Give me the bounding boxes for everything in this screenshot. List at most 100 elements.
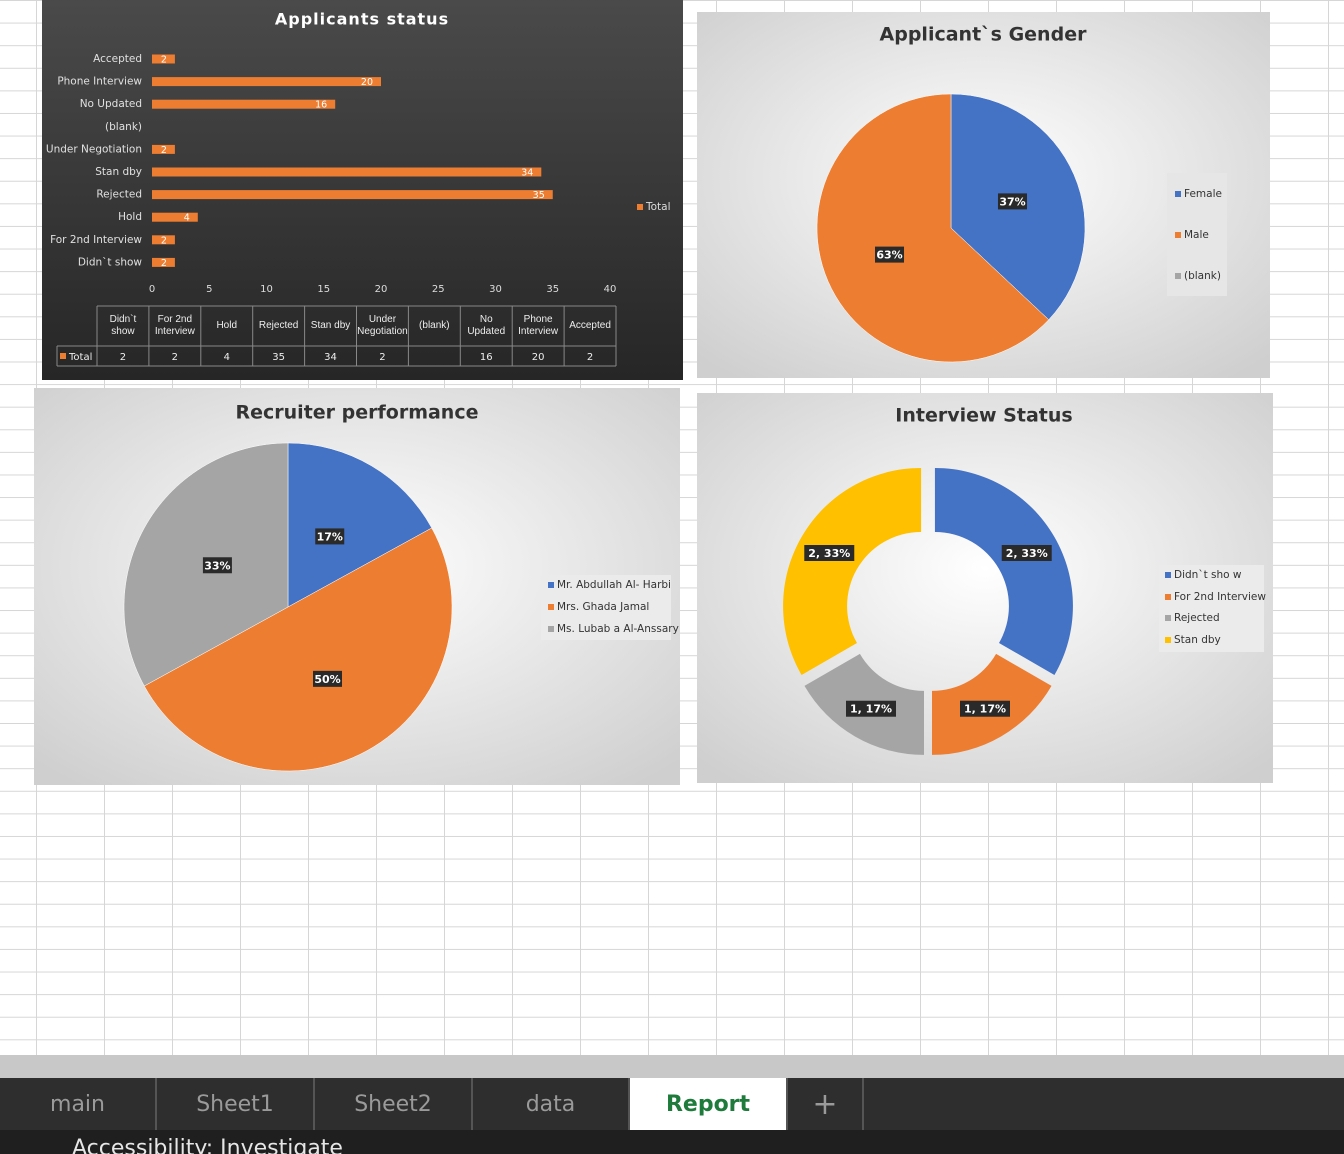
sheet-tab[interactable]: Report — [630, 1078, 788, 1130]
table-cell: 2 — [120, 352, 126, 363]
data-label: 2 — [161, 145, 167, 156]
legend-box — [541, 575, 671, 640]
table-header-text: (blank) — [419, 320, 450, 331]
x-tick-label: 0 — [149, 284, 155, 295]
data-label: 1, 17% — [964, 703, 1006, 716]
pie-slice — [287, 442, 433, 608]
bar — [152, 257, 175, 267]
data-label: 2 — [161, 55, 167, 66]
legend-box — [1159, 565, 1264, 652]
table-cell: 20 — [532, 352, 545, 363]
data-label-box — [997, 193, 1027, 210]
data-label: 63% — [876, 249, 902, 262]
sheet-tabs: main Sheet1 Sheet2 data Report + — [0, 1078, 1344, 1130]
data-label: 16 — [315, 100, 327, 111]
data-label-box — [313, 670, 343, 687]
y-tick-label: No Updated — [80, 98, 142, 110]
table-header-text: Under Negotiation — [357, 314, 408, 337]
doughnut-slice — [934, 468, 1073, 675]
bar — [152, 77, 381, 87]
table-header-cell: Phone Interview — [518, 314, 558, 337]
legend-key — [548, 582, 554, 588]
table-cell: 16 — [480, 352, 493, 363]
table-cell: 2 — [172, 352, 178, 363]
table-header-cell: Accepted — [569, 320, 611, 331]
table-cell: 34 — [324, 352, 337, 363]
legend-label: Didn`t sho w — [1174, 569, 1242, 581]
legend-key — [1175, 191, 1181, 197]
legend-key — [1175, 273, 1181, 279]
x-tick-label: 40 — [604, 284, 617, 295]
y-tick-label: Didn`t show — [78, 256, 143, 268]
y-tick-label: Rejected — [96, 189, 142, 201]
bar — [152, 99, 336, 109]
x-tick-label: 30 — [489, 284, 502, 295]
legend-key — [1165, 572, 1171, 578]
bar — [152, 167, 542, 177]
bar — [152, 212, 198, 222]
legend-label: Male — [1184, 229, 1209, 241]
table-header-cell: No Updated — [467, 314, 506, 337]
table-header-cell: Hold — [216, 320, 238, 331]
table-header-text: For 2nd Interview — [154, 314, 195, 337]
y-tick-label: (blank) — [105, 121, 142, 133]
bar — [152, 190, 553, 200]
sheet-tab[interactable]: Sheet1 — [157, 1078, 315, 1130]
data-label: 37% — [999, 195, 1025, 208]
chart-title: Recruiter performance — [236, 402, 479, 424]
table-header-text: Hold — [216, 320, 238, 331]
legend-key — [637, 204, 643, 210]
x-tick-label: 10 — [260, 284, 273, 295]
legend-label: Total — [645, 201, 671, 213]
data-label-box — [804, 545, 855, 561]
legend-label: (blank) — [1184, 270, 1221, 282]
legend-key — [60, 353, 66, 359]
chart-title: Applicants status — [275, 10, 449, 29]
bar — [152, 235, 175, 245]
table-header-cell: (blank) — [419, 320, 450, 331]
legend-label: Ms. Lubab a Al-Anssary — [557, 623, 679, 635]
y-tick-label: Accepted — [93, 53, 142, 65]
table-header-text: No Updated — [467, 314, 506, 337]
table-cell: 2 — [379, 352, 385, 363]
status-bar[interactable]: Accessibility: Investigate — [0, 1130, 1344, 1154]
data-label: 33% — [204, 559, 230, 572]
bar — [152, 144, 175, 154]
table-header-cell: For 2nd Interview — [154, 314, 195, 337]
table-header-cell: Stan dby — [310, 320, 351, 331]
y-tick-label: Stan dby — [95, 166, 142, 178]
table-cell: 2 — [587, 352, 593, 363]
data-label-box — [1001, 545, 1052, 561]
table-row-label: Total — [68, 352, 92, 363]
doughnut-slice — [783, 468, 922, 675]
data-label: 34 — [521, 168, 533, 179]
data-label: 1, 17% — [850, 703, 892, 716]
legend-label: For 2nd Interview — [1174, 591, 1266, 603]
table-header-text: Didn`t show — [109, 314, 137, 337]
data-label: 2 — [161, 258, 167, 269]
data-label: 4 — [184, 213, 190, 224]
x-tick-label: 5 — [206, 284, 212, 295]
x-tick-label: 35 — [546, 284, 559, 295]
table-header-text: Stan dby — [310, 320, 351, 331]
legend-label: Mrs. Ghada Jamal — [557, 601, 649, 613]
charts: Applicants status 0 5 10 15 20 25 30 35 40 Accepte… — [34, 0, 1273, 785]
table-cell: 4 — [224, 352, 230, 363]
sheet-tab[interactable]: data — [473, 1078, 630, 1130]
x-tick-label: 20 — [375, 284, 388, 295]
add-sheet-button[interactable]: + — [788, 1078, 864, 1130]
table-cell: 35 — [272, 352, 285, 363]
table-header-cell: Didn`t show — [109, 314, 137, 337]
data-label-box — [315, 528, 345, 545]
sheet-tab[interactable]: Sheet2 — [315, 1078, 473, 1130]
y-tick-label: Phone Interview — [57, 76, 142, 88]
data-label: 35 — [533, 190, 545, 201]
legend-key — [1165, 615, 1171, 621]
legend-key — [548, 626, 554, 632]
chart-title: Applicant`s Gender — [880, 24, 1088, 46]
legend-key — [1165, 637, 1171, 643]
sheet-tab[interactable]: main — [0, 1078, 157, 1130]
pie-slice — [143, 527, 453, 772]
table-header-cell: Under Negotiation — [357, 314, 408, 337]
